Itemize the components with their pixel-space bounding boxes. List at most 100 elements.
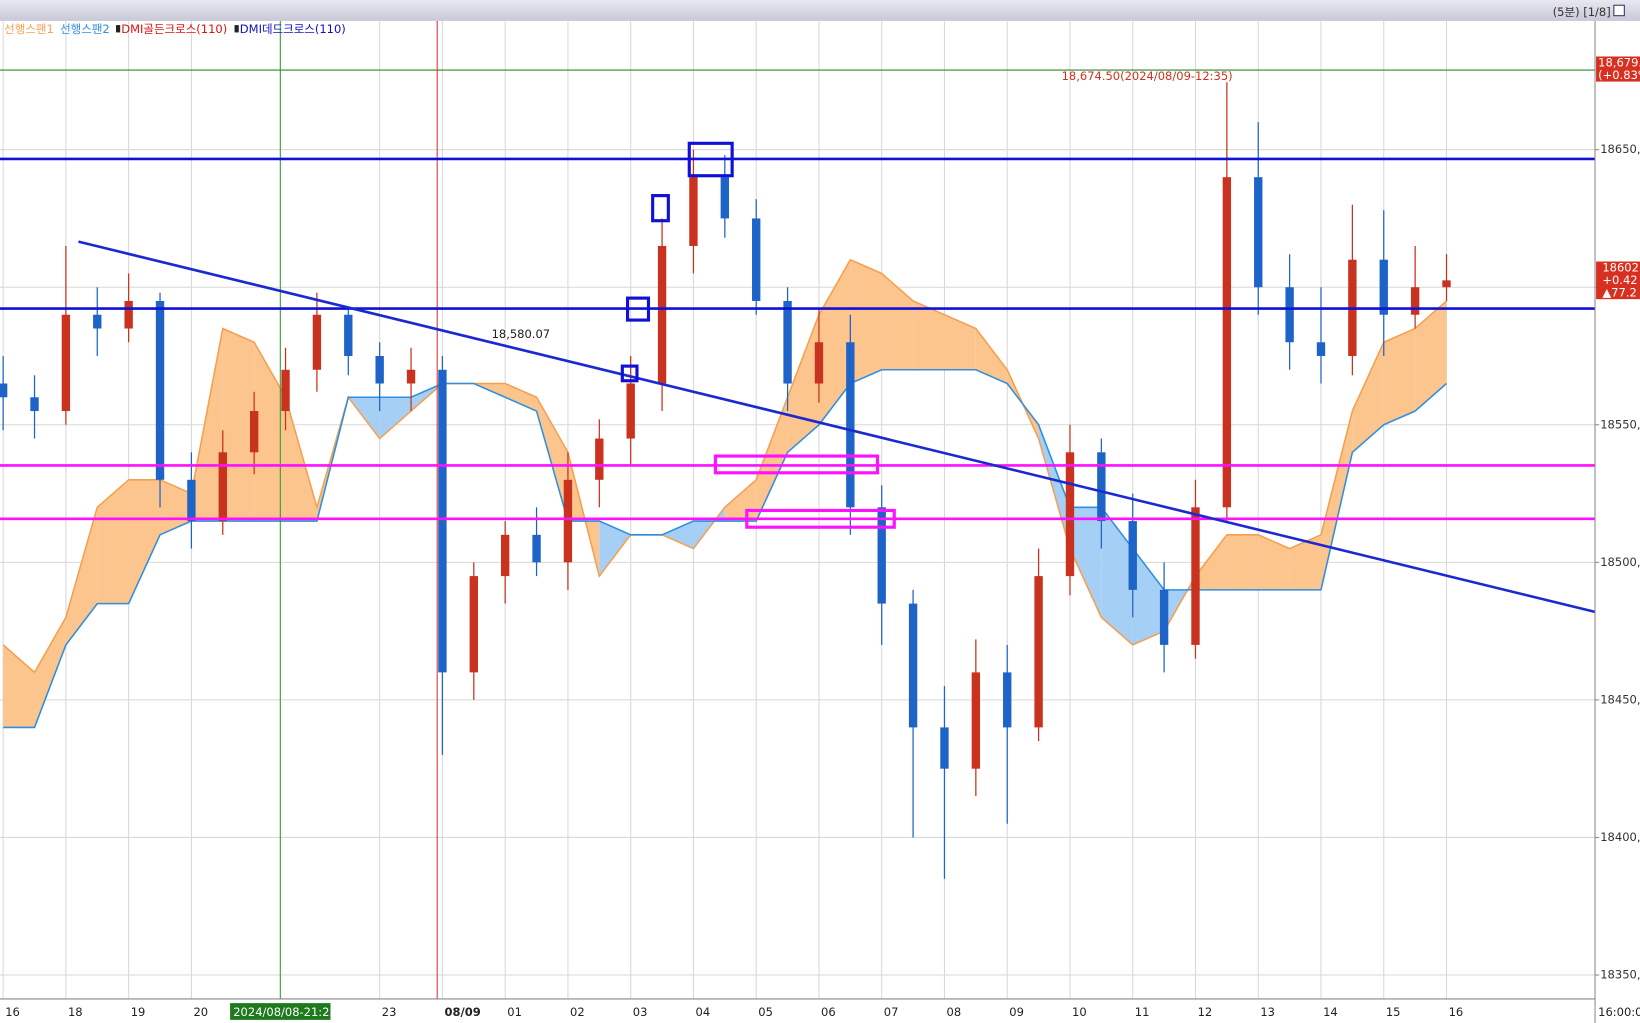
cloud [160,479,192,535]
candle-body [1285,287,1294,343]
drawn-box [745,508,896,529]
price-tag-bg [1596,261,1640,300]
x-tick-label: 07 [884,1005,899,1019]
price-tag: ▲77.2 [1602,285,1636,299]
cloud [65,507,98,645]
cloud [505,383,537,412]
candle-body [344,314,353,357]
candle-body [814,342,824,384]
x-tick-label: 12 [1198,1005,1213,1019]
candle-body [249,411,259,453]
annotation: 18,674.50(2024/08/09-12:35) [1062,69,1233,83]
cloud [222,328,255,522]
x-tick-label: 01 [507,1005,522,1019]
x-tick-label: 09 [1009,1005,1024,1019]
cloud [1132,548,1165,645]
time-end: 16:00:0 [1598,1005,1640,1019]
candle-body [469,576,478,673]
axes: 18350,018400,018450,018500,018550,018600… [5,55,1640,1020]
cloud [1289,534,1321,590]
cloud [1320,411,1353,590]
candle-body [846,342,855,508]
candle-body [1159,589,1169,645]
candle-body [0,383,8,398]
cloud [881,273,914,370]
candle-body [532,534,541,563]
cloud [662,521,694,549]
candle-body [1410,287,1420,315]
candle-body [1128,521,1137,590]
candle-body [1003,672,1012,728]
cloud [1069,507,1102,618]
cloud [1383,328,1416,425]
candle-body [908,603,918,728]
x-tick-label: 06 [821,1005,836,1019]
drawn-box [651,194,670,223]
candle-body [595,438,604,480]
cloud [285,397,317,522]
candle-body [657,245,667,384]
cloud [1226,534,1259,590]
y-tick-label: 18650,0 [1600,142,1640,156]
candle-body [375,356,384,384]
candle-body [1097,452,1106,522]
candle-body [1191,507,1200,645]
candle-body [563,479,573,563]
cloud [191,328,223,522]
x-tick-label: 2024/08/08-21:25 [233,1005,337,1019]
candle-body [438,369,447,673]
legend-marker [234,25,239,33]
candle-body [971,672,981,769]
price-tag-bg [1596,56,1640,82]
price-tag: +0.42 [1602,273,1637,287]
candle-body [940,727,949,769]
cloud [128,479,161,604]
cloud [756,397,788,522]
header-bar [0,0,1640,21]
candle-body [1065,452,1075,577]
cloud [850,259,882,384]
plot: 18,580.07 18,674.50(2024/08/09-12:35) [0,20,1596,999]
cloud [818,259,851,425]
x-label-highlight [230,1003,331,1020]
legend: 선행스팬1 선행스팬2 DMI골든크로스(110) DMI데드크로스(110) [4,22,346,36]
y-tick-label: 18550,0 [1600,417,1640,431]
x-tick-label: 08 [947,1005,962,1019]
x-tick-label: 16 [1449,1005,1464,1019]
candle-body [93,314,102,329]
candle-body [124,300,133,329]
candle-body [1442,280,1451,288]
x-tick-label: 16 [5,1005,20,1019]
candle-body [1222,177,1232,508]
candle-body [689,177,698,246]
cloud [254,342,286,522]
legend-entry: 선행스팬2 [60,22,110,36]
x-tick-label: 10 [1072,1005,1087,1019]
x-tick-label: 04 [696,1005,711,1019]
candle-body [218,452,227,522]
drawn-box [625,296,651,322]
candle-body [1254,177,1263,288]
drawn-box [620,364,639,383]
y-tick-label: 18400,0 [1600,830,1640,844]
x-tick-label: 03 [633,1005,648,1019]
x-tick-label: 11 [1135,1005,1150,1019]
header-text: (5분) [1/8] [1553,5,1611,19]
cloud [1101,507,1133,645]
price-tag: 18602.5 [1602,260,1640,274]
cloud [1258,534,1290,590]
annotation: 18,580.07 [492,327,551,341]
candle-body [877,507,886,604]
cloud [1352,342,1384,453]
window-button[interactable] [1613,4,1625,17]
cloud [599,521,631,577]
x-tick-label: 18 [68,1005,83,1019]
x-tick-label: 13 [1260,1005,1275,1019]
cloud [944,314,976,370]
legend-entry: DMI골든크로스(110) [121,22,227,36]
span-line [2,258,1448,674]
x-tick-label: 14 [1323,1005,1338,1019]
candle-body [187,479,196,522]
span-line [3,368,1448,729]
legend-entry: DMI데드크로스(110) [240,22,346,36]
